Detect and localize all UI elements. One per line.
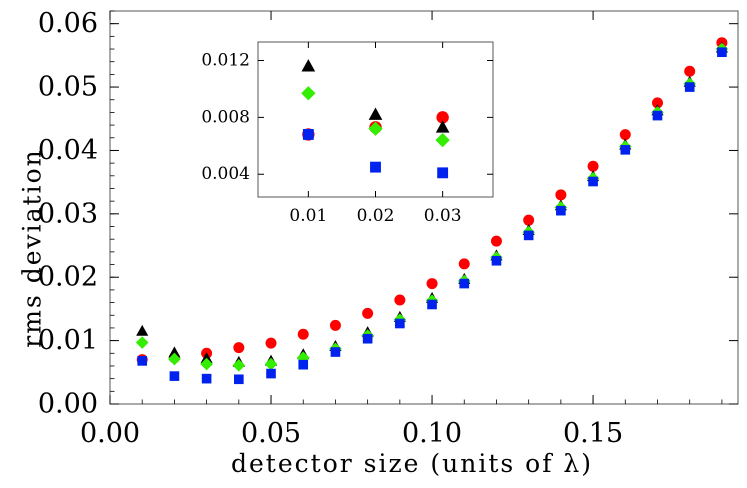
main-point-circle <box>394 294 406 306</box>
main-point-square <box>427 299 437 310</box>
main-point-circle <box>490 235 502 247</box>
main-point-diamond <box>232 359 246 372</box>
inset-series-triangle <box>301 59 450 133</box>
main-point-square <box>684 82 695 92</box>
main-point-triangle <box>200 352 213 364</box>
main-y-tick-label: 0.03 <box>38 198 98 229</box>
inset-point-diamond <box>301 86 316 101</box>
main-point-circle <box>523 214 535 226</box>
main-point-square <box>523 230 534 241</box>
main-x-tick-label: 0.00 <box>80 418 140 449</box>
inset-point-triangle <box>435 120 450 133</box>
main-point-circle <box>619 129 631 141</box>
inset-point-triangle <box>301 59 316 72</box>
inset-point-diamond <box>368 121 383 136</box>
main-point-square <box>234 374 244 385</box>
main-point-triangle <box>168 346 181 358</box>
main-point-square <box>266 368 276 379</box>
main-point-circle <box>458 258 470 270</box>
main-y-tick-label: 0.06 <box>38 8 98 39</box>
main-point-triangle <box>136 324 149 336</box>
main-y-tick-label: 0.04 <box>38 135 98 166</box>
inset-y-tick-label: 0.008 <box>201 107 250 127</box>
inset-plot: 0.01 0.02 0.03 0.004 0.008 0.012 <box>201 41 494 226</box>
main-point-square <box>298 359 309 370</box>
inset-series-square <box>302 129 449 179</box>
main-point-square <box>459 278 470 289</box>
main-point-square <box>652 110 663 121</box>
main-point-square <box>169 371 180 381</box>
main-y-tick-label: 0.01 <box>38 325 98 356</box>
main-point-circle <box>555 189 567 201</box>
main-point-square <box>137 356 148 366</box>
inset-point-square <box>302 129 314 140</box>
inset-point-diamond <box>435 132 450 148</box>
main-y-tick-label: 0.00 <box>38 389 98 420</box>
main-x-tick-label: 0.05 <box>241 418 301 449</box>
main-point-square <box>362 333 373 344</box>
main-plot: 0.00 0.05 0.10 0.15 0.00 0.01 0.02 0.03 0.04 0.05… <box>38 8 739 449</box>
inset-x-tick-label: 0.01 <box>289 206 327 226</box>
main-point-square <box>330 347 341 357</box>
inset-series-diamond <box>301 86 450 148</box>
main-point-circle <box>265 337 277 349</box>
y-axis-label: rms deviation <box>18 148 47 347</box>
main-point-square <box>491 255 502 266</box>
inset-point-triangle <box>368 107 383 120</box>
main-point-diamond <box>200 357 213 371</box>
inset-point-square <box>370 161 381 173</box>
main-x-tick-label: 0.10 <box>402 418 462 449</box>
main-point-circle <box>651 97 663 109</box>
main-y-tick-label: 0.02 <box>38 262 98 293</box>
inset-point-square <box>437 167 449 179</box>
main-point-square <box>620 145 631 155</box>
inset-x-tick-label: 0.02 <box>357 206 395 226</box>
main-point-circle <box>587 160 599 172</box>
main-point-square <box>588 176 598 187</box>
main-point-diamond <box>135 336 149 349</box>
main-point-circle <box>297 328 309 340</box>
inset-y-tick-label: 0.004 <box>201 164 250 184</box>
main-point-square <box>717 47 727 58</box>
main-point-square <box>201 373 212 384</box>
main-frame <box>109 10 739 405</box>
main-point-circle <box>684 65 696 77</box>
main-point-square <box>395 318 405 329</box>
main-point-diamond <box>264 357 278 371</box>
x-axis-label: detector size (units of λ) <box>231 449 593 478</box>
inset-point-circle <box>436 111 449 124</box>
main-point-circle <box>233 342 245 354</box>
main-point-circle <box>426 278 438 290</box>
main-y-tick-label: 0.05 <box>38 72 98 103</box>
main-point-circle <box>362 307 374 319</box>
main-point-square <box>556 205 566 216</box>
main-series-square <box>137 47 727 385</box>
inset-y-tick-label: 0.012 <box>201 50 250 70</box>
main-x-tick-label: 0.15 <box>563 418 623 449</box>
inset-x-tick-label: 0.03 <box>424 206 462 226</box>
main-point-diamond <box>168 352 181 366</box>
main-point-circle <box>329 319 341 331</box>
